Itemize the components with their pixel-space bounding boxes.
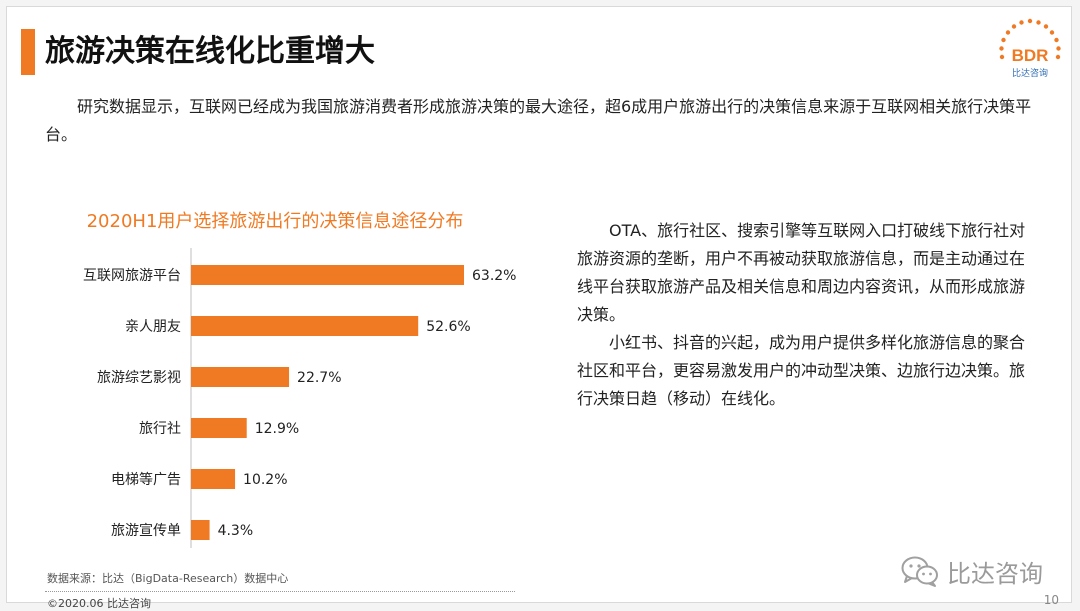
wechat-icon <box>901 556 938 587</box>
value-label: 63.2% <box>472 268 516 284</box>
slide: 旅游决策在线化比重增大 BDR 比达咨询 研究数据显示，互联网已经成为我国旅游消… <box>6 6 1072 610</box>
value-label: 22.7% <box>297 370 341 386</box>
chart-title: 2020H1用户选择旅游出行的决策信息途径分布 <box>87 211 464 232</box>
wechat-account-name: 比达咨询 <box>947 559 1043 588</box>
category-label: 旅行社 <box>139 421 181 437</box>
page-title: 旅游决策在线化比重增大 <box>45 34 375 69</box>
value-label: 4.3% <box>218 523 254 539</box>
bars-group: 互联网旅游平台 63.2% 亲人朋友 52.6% 旅游综艺影视 22.7% 旅行社 12.9%… <box>83 265 516 540</box>
intro-paragraph: 研究数据显示，互联网已经成为我国旅游消费者形成旅游决策的最大途径，超6成用户旅游… <box>45 97 1032 144</box>
bar-chart: 2020H1用户选择旅游出行的决策信息途径分布 互联网旅游平台 63.2% 亲人朋友… <box>83 211 516 548</box>
bar <box>191 469 236 489</box>
bdr-logo-icon: BDR 比达咨询 <box>999 18 1061 79</box>
title-accent-bar <box>21 29 35 75</box>
footer-divider <box>45 591 515 592</box>
bar <box>191 316 419 336</box>
copyright-footer: ©2020.06 比达咨询 <box>47 597 151 610</box>
category-label: 亲人朋友 <box>125 319 181 335</box>
logo-subtext: 比达咨询 <box>1012 67 1048 79</box>
bar <box>191 265 464 285</box>
bar <box>191 367 290 387</box>
category-label: 电梯等广告 <box>111 471 181 488</box>
bar <box>191 520 210 540</box>
page-number: 10 <box>1043 593 1059 607</box>
value-label: 52.6% <box>426 319 470 335</box>
category-label: 旅游宣传单 <box>111 523 181 539</box>
category-label: 互联网旅游平台 <box>83 268 181 284</box>
wechat-account: 比达咨询 <box>901 553 1043 589</box>
data-source-note: 数据来源：比达（BigData-Research）数据中心 <box>47 572 289 585</box>
side-paragraph-1: OTA、旅行社区、搜索引擎等互联网入口打破线下旅行社对旅游资源的垄断，用户不再被… <box>577 221 1026 324</box>
category-label: 旅游综艺影视 <box>97 370 181 386</box>
bar <box>191 418 247 438</box>
side-paragraph-2: 小红书、抖音的兴起，成为用户提供多样化旅游信息的聚合社区和平台，更容易激发用户的… <box>577 333 1026 408</box>
logo-text: BDR <box>1012 46 1049 65</box>
value-label: 12.9% <box>255 421 299 437</box>
value-label: 10.2% <box>243 472 287 488</box>
side-text-block: OTA、旅行社区、搜索引擎等互联网入口打破线下旅行社对旅游资源的垄断，用户不再被… <box>577 217 1037 413</box>
